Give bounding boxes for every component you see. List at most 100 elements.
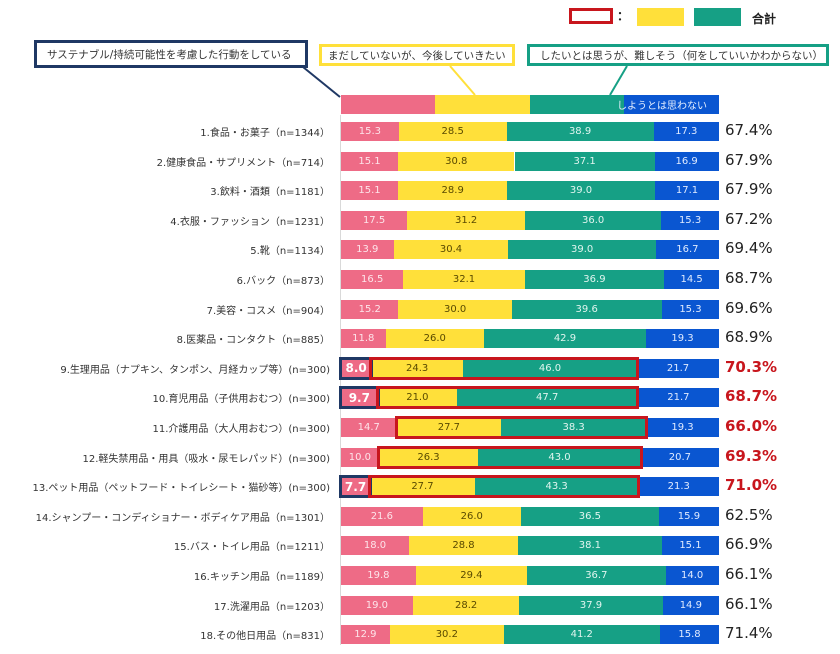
bar-segment-no-intent: 16.9 <box>654 151 719 171</box>
data-label: 32.1 <box>452 274 476 285</box>
data-label: 8.0 <box>345 361 367 376</box>
data-label: 7.7 <box>344 479 367 494</box>
total-value: 62.5% <box>725 505 773 524</box>
callout-doing: サステナブル/持続可能性を考慮した行動をしている <box>34 40 308 68</box>
bar-segment-doing: 18.0 <box>341 536 410 556</box>
bar-segment-no-intent: 15.8 <box>659 625 720 645</box>
bar-segment-difficult: 36.0 <box>525 210 662 230</box>
bar-segment-not-yet: 30.2 <box>389 625 504 645</box>
bar-segment-doing: 14.7 <box>341 418 397 437</box>
highlight-doing-box <box>339 386 380 410</box>
bar-segment-doing: 7.7 <box>341 477 371 497</box>
bar-segment-not-yet: 29.4 <box>415 566 527 585</box>
data-label: 38.9 <box>568 126 592 137</box>
data-label: 30.0 <box>444 303 467 315</box>
bar-segment-no-intent: 14.0 <box>665 566 719 585</box>
data-label: 30.8 <box>445 155 468 167</box>
category-label: 3.飲料・酒類（n=1181） <box>210 187 330 199</box>
data-label: 37.9 <box>579 599 603 611</box>
data-label: 36.0 <box>581 214 605 226</box>
data-label: 15.2 <box>358 303 381 315</box>
data-label: 15.3 <box>679 303 702 315</box>
bar-segment-not-yet: 28.2 <box>412 595 520 615</box>
data-label: 38.1 <box>578 540 602 552</box>
bar-segment-no-intent: 15.3 <box>661 210 719 230</box>
data-label: 16.9 <box>675 155 698 167</box>
total-value: 69.6% <box>725 298 773 317</box>
total-value: 69.3% <box>725 446 778 465</box>
bar-segment-no-intent: 20.7 <box>640 447 719 467</box>
data-label: 15.1 <box>679 540 702 552</box>
header-segment-doing <box>341 95 435 114</box>
data-label: 18.0 <box>363 540 387 552</box>
bar-segment-no-intent: 15.3 <box>661 299 720 319</box>
data-label: 17.3 <box>675 126 698 137</box>
data-label: 15.1 <box>358 155 381 167</box>
bar-segment-doing: 10.0 <box>341 447 379 467</box>
data-label: 26.0 <box>423 333 446 345</box>
category-label: 9.生理用品（ナプキン、タンポン、月経カップ等）(n=300) <box>60 364 330 376</box>
data-label: 38.3 <box>562 422 585 433</box>
highlight-total-box <box>394 416 649 439</box>
highlight-total-box <box>368 475 641 499</box>
data-label: 37.1 <box>573 155 596 167</box>
data-label: 21.3 <box>667 481 690 493</box>
bar-segment-doing: 19.8 <box>341 566 416 585</box>
data-label: 19.3 <box>671 422 694 433</box>
bar-segment-not-yet: 28.9 <box>398 181 508 201</box>
category-label: 15.バス・トイレ用品（n=1211） <box>173 542 330 554</box>
data-label: 46.0 <box>538 362 562 374</box>
total-value: 67.4% <box>725 121 773 139</box>
data-label: 19.0 <box>365 599 389 611</box>
total-value: 67.2% <box>725 209 773 228</box>
legend-yellow-swatch <box>637 8 684 26</box>
bar-segment-not-yet: 28.5 <box>398 122 507 141</box>
bar-segment-difficult: 37.1 <box>514 151 655 171</box>
bar-segment-difficult: 38.3 <box>501 418 647 437</box>
category-label: 16.キッチン用品（n=1189） <box>193 572 330 583</box>
data-label: 11.8 <box>352 333 375 345</box>
data-label: 17.1 <box>675 185 699 197</box>
header-segment-not-yet <box>435 95 530 114</box>
category-label: 1.食品・お菓子（n=1344） <box>200 128 330 139</box>
bar-segment-doing: 16.5 <box>341 270 404 289</box>
data-label: 19.8 <box>367 570 390 581</box>
bar-segment-difficult: 43.0 <box>478 447 641 467</box>
bar-segment-not-yet: 26.0 <box>385 329 484 349</box>
data-label: 13.9 <box>356 244 379 256</box>
category-label: 5.靴（n=1134） <box>250 246 330 258</box>
data-label: 19.3 <box>671 333 694 345</box>
bar-segment-not-yet: 32.1 <box>403 270 525 289</box>
category-label: 13.ペット用品（ペットフード・トイレシート・猫砂等）(n=300) <box>32 483 330 495</box>
bar-segment-doing: 15.2 <box>341 299 399 319</box>
bar-segment-no-intent: 19.3 <box>646 418 719 437</box>
data-label: 26.3 <box>417 451 440 463</box>
bar-segment-doing: 15.1 <box>341 181 399 201</box>
highlight-doing-box <box>339 356 374 380</box>
data-label: 39.6 <box>575 303 598 315</box>
data-label: 15.3 <box>678 214 702 226</box>
bar-segment-not-yet: 31.2 <box>407 210 526 230</box>
data-label: 30.4 <box>439 244 463 256</box>
data-label: 43.3 <box>545 481 568 493</box>
data-label: 29.4 <box>460 570 483 581</box>
bar-segment-not-yet: 24.3 <box>371 358 464 378</box>
bar-segment-no-intent: 15.1 <box>661 536 719 556</box>
bar-segment-doing: 11.8 <box>341 329 386 349</box>
header-segment-no-intent <box>624 95 719 114</box>
bar-segment-difficult: 36.7 <box>526 566 666 585</box>
data-label: 43.0 <box>548 451 571 463</box>
data-label: 28.8 <box>452 540 475 552</box>
data-label: 28.5 <box>441 126 464 137</box>
data-label: 30.2 <box>435 629 458 641</box>
bar-segment-difficult: 42.9 <box>483 329 647 349</box>
bar-segment-doing: 17.5 <box>341 210 408 230</box>
data-label: 36.7 <box>585 570 608 581</box>
total-value: 66.9% <box>725 535 773 554</box>
category-label: 6.バック（n=873） <box>236 276 330 287</box>
data-label: 17.5 <box>362 214 386 226</box>
bar-segment-not-yet: 21.0 <box>377 388 458 408</box>
bar-segment-not-yet: 26.3 <box>378 447 479 467</box>
bar-segment-not-yet: 27.7 <box>396 418 502 437</box>
